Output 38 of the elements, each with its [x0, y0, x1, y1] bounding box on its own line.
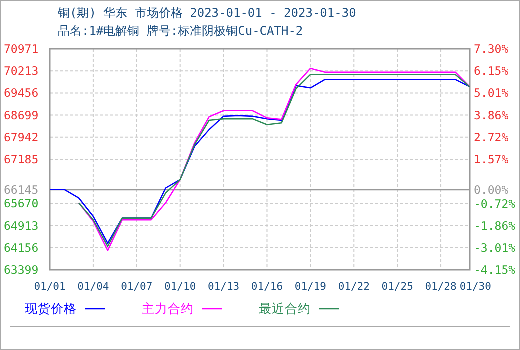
chart-subtitle: 品名:1#电解铜 牌号:标准阴极铜Cu-CATH-2	[58, 24, 304, 38]
x-tick-label: 01/30	[460, 281, 492, 293]
y-tick-label: 64156	[4, 240, 39, 255]
y-tick-label: 63399	[4, 263, 39, 277]
y2-tick-label: -1.86%	[474, 218, 516, 233]
legend-label: 现货价格	[25, 301, 77, 316]
y-tick-label: 67942	[4, 130, 39, 144]
y2-tick-label: -3.01%	[474, 240, 516, 255]
y-tick-label: 67185	[4, 152, 39, 166]
legend-label: 最近合约	[259, 301, 311, 316]
y-tick-label: 68699	[4, 108, 39, 122]
x-tick-label: 01/19	[294, 281, 326, 293]
y2-tick-label: 0.00%	[474, 182, 509, 197]
x-tick-label: 01/25	[382, 281, 414, 293]
y2-tick-label: -0.72%	[474, 196, 516, 211]
y-tick-label: 70213	[4, 64, 39, 78]
x-tick-label: 01/01	[34, 281, 66, 293]
x-tick-label: 01/28	[425, 281, 457, 293]
x-tick-label: 01/07	[121, 281, 153, 293]
y2-tick-label: 7.30%	[474, 42, 509, 56]
x-tick-label: 01/04	[78, 281, 110, 293]
x-tick-label: 01/22	[338, 281, 370, 293]
y2-tick-label: 3.86%	[474, 108, 509, 122]
y2-tick-label: 1.57%	[474, 152, 509, 167]
y2-tick-label: 2.72%	[474, 130, 509, 144]
chart-title: 铜(期) 华东 市场价格 2023-01-01 - 2023-01-30	[57, 6, 356, 20]
y2-tick-label: 5.01%	[474, 86, 509, 100]
y-tick-label: 70971	[4, 42, 39, 56]
x-tick-label: 01/10	[164, 281, 196, 293]
x-tick-label: 01/16	[251, 281, 284, 293]
x-tick-label: 01/13	[208, 281, 240, 293]
y-tick-label: 69456	[4, 86, 39, 100]
y-tick-label: 65670	[4, 196, 39, 211]
y-tick-label: 66145	[4, 182, 39, 197]
legend-label: 主力合约	[142, 301, 194, 316]
y2-tick-label: 6.15%	[474, 64, 509, 78]
y2-tick-label: -4.15%	[474, 263, 516, 277]
y-tick-label: 64913	[4, 218, 39, 233]
